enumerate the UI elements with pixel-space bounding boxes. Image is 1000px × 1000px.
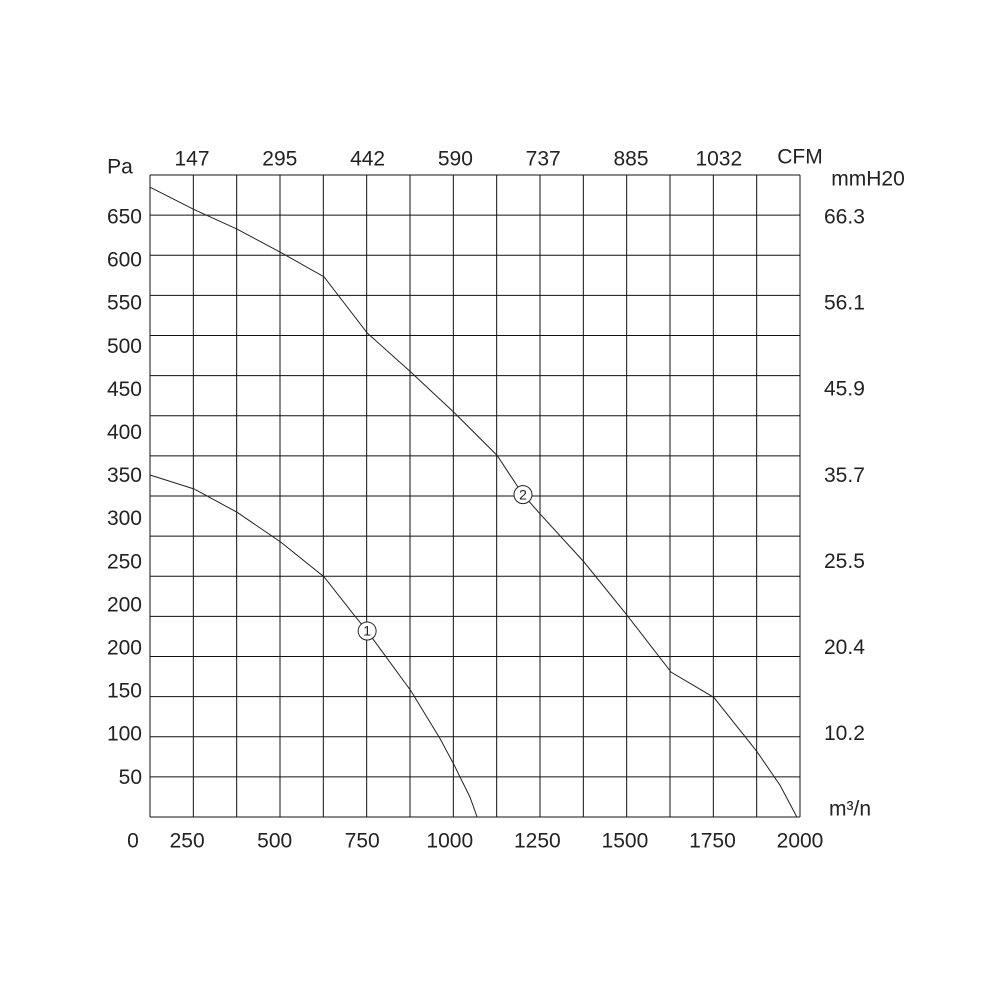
top-tick-label: 147	[174, 148, 209, 171]
y-tick-label: 200	[107, 593, 142, 616]
top-axis-label: CFM	[777, 146, 823, 169]
y-tick-label: 150	[107, 680, 142, 703]
curve-label: 2	[519, 486, 527, 502]
origin-label: 0	[127, 830, 139, 853]
right-tick-label: 45.9	[824, 378, 865, 401]
x-tick-label: 1750	[689, 830, 736, 853]
x-tick-label: 1000	[426, 830, 473, 853]
x-tick-label: 500	[257, 830, 292, 853]
y-tick-label: 100	[107, 723, 142, 746]
curve	[149, 474, 478, 818]
curve-marker	[357, 621, 377, 641]
y-tick-label: 550	[107, 292, 142, 315]
right-tick-label: 56.1	[824, 292, 865, 315]
x-tick-label: 2000	[777, 830, 824, 853]
right-tick-label: 35.7	[824, 464, 865, 487]
y-tick-label: 250	[107, 550, 142, 573]
top-tick-label: 1032	[695, 148, 742, 171]
y-tick-label: 600	[107, 249, 142, 272]
x-tick-label: 1250	[514, 830, 561, 853]
curve-marker	[513, 485, 533, 505]
y-tick-label: 300	[107, 507, 142, 530]
y-tick-label: 400	[107, 421, 142, 444]
x-tick-label: 750	[345, 830, 380, 853]
y-tick-label: 200	[107, 637, 142, 660]
curve-label: 1	[363, 623, 371, 639]
right-tick-label: 20.4	[824, 636, 865, 659]
y-tick-label: 500	[107, 335, 142, 358]
y-axis-label: Pa	[107, 156, 133, 179]
x-tick-label: 1500	[602, 830, 649, 853]
curve	[149, 186, 798, 818]
x-axis-label: m³/n	[829, 798, 871, 821]
y-tick-label: 650	[107, 206, 142, 229]
right-tick-label: 66.3	[824, 206, 865, 229]
top-tick-label: 590	[438, 148, 473, 171]
y-tick-label: 350	[107, 464, 142, 487]
right-axis-label: mmH20	[831, 168, 905, 191]
x-tick-label: 250	[170, 830, 205, 853]
top-tick-label: 737	[526, 148, 561, 171]
right-tick-label: 10.2	[824, 722, 865, 745]
y-tick-label: 450	[107, 378, 142, 401]
y-tick-label: 50	[119, 766, 142, 789]
top-tick-label: 442	[350, 148, 385, 171]
top-tick-label: 295	[262, 148, 297, 171]
top-tick-label: 885	[613, 148, 648, 171]
right-tick-label: 25.5	[824, 550, 865, 573]
